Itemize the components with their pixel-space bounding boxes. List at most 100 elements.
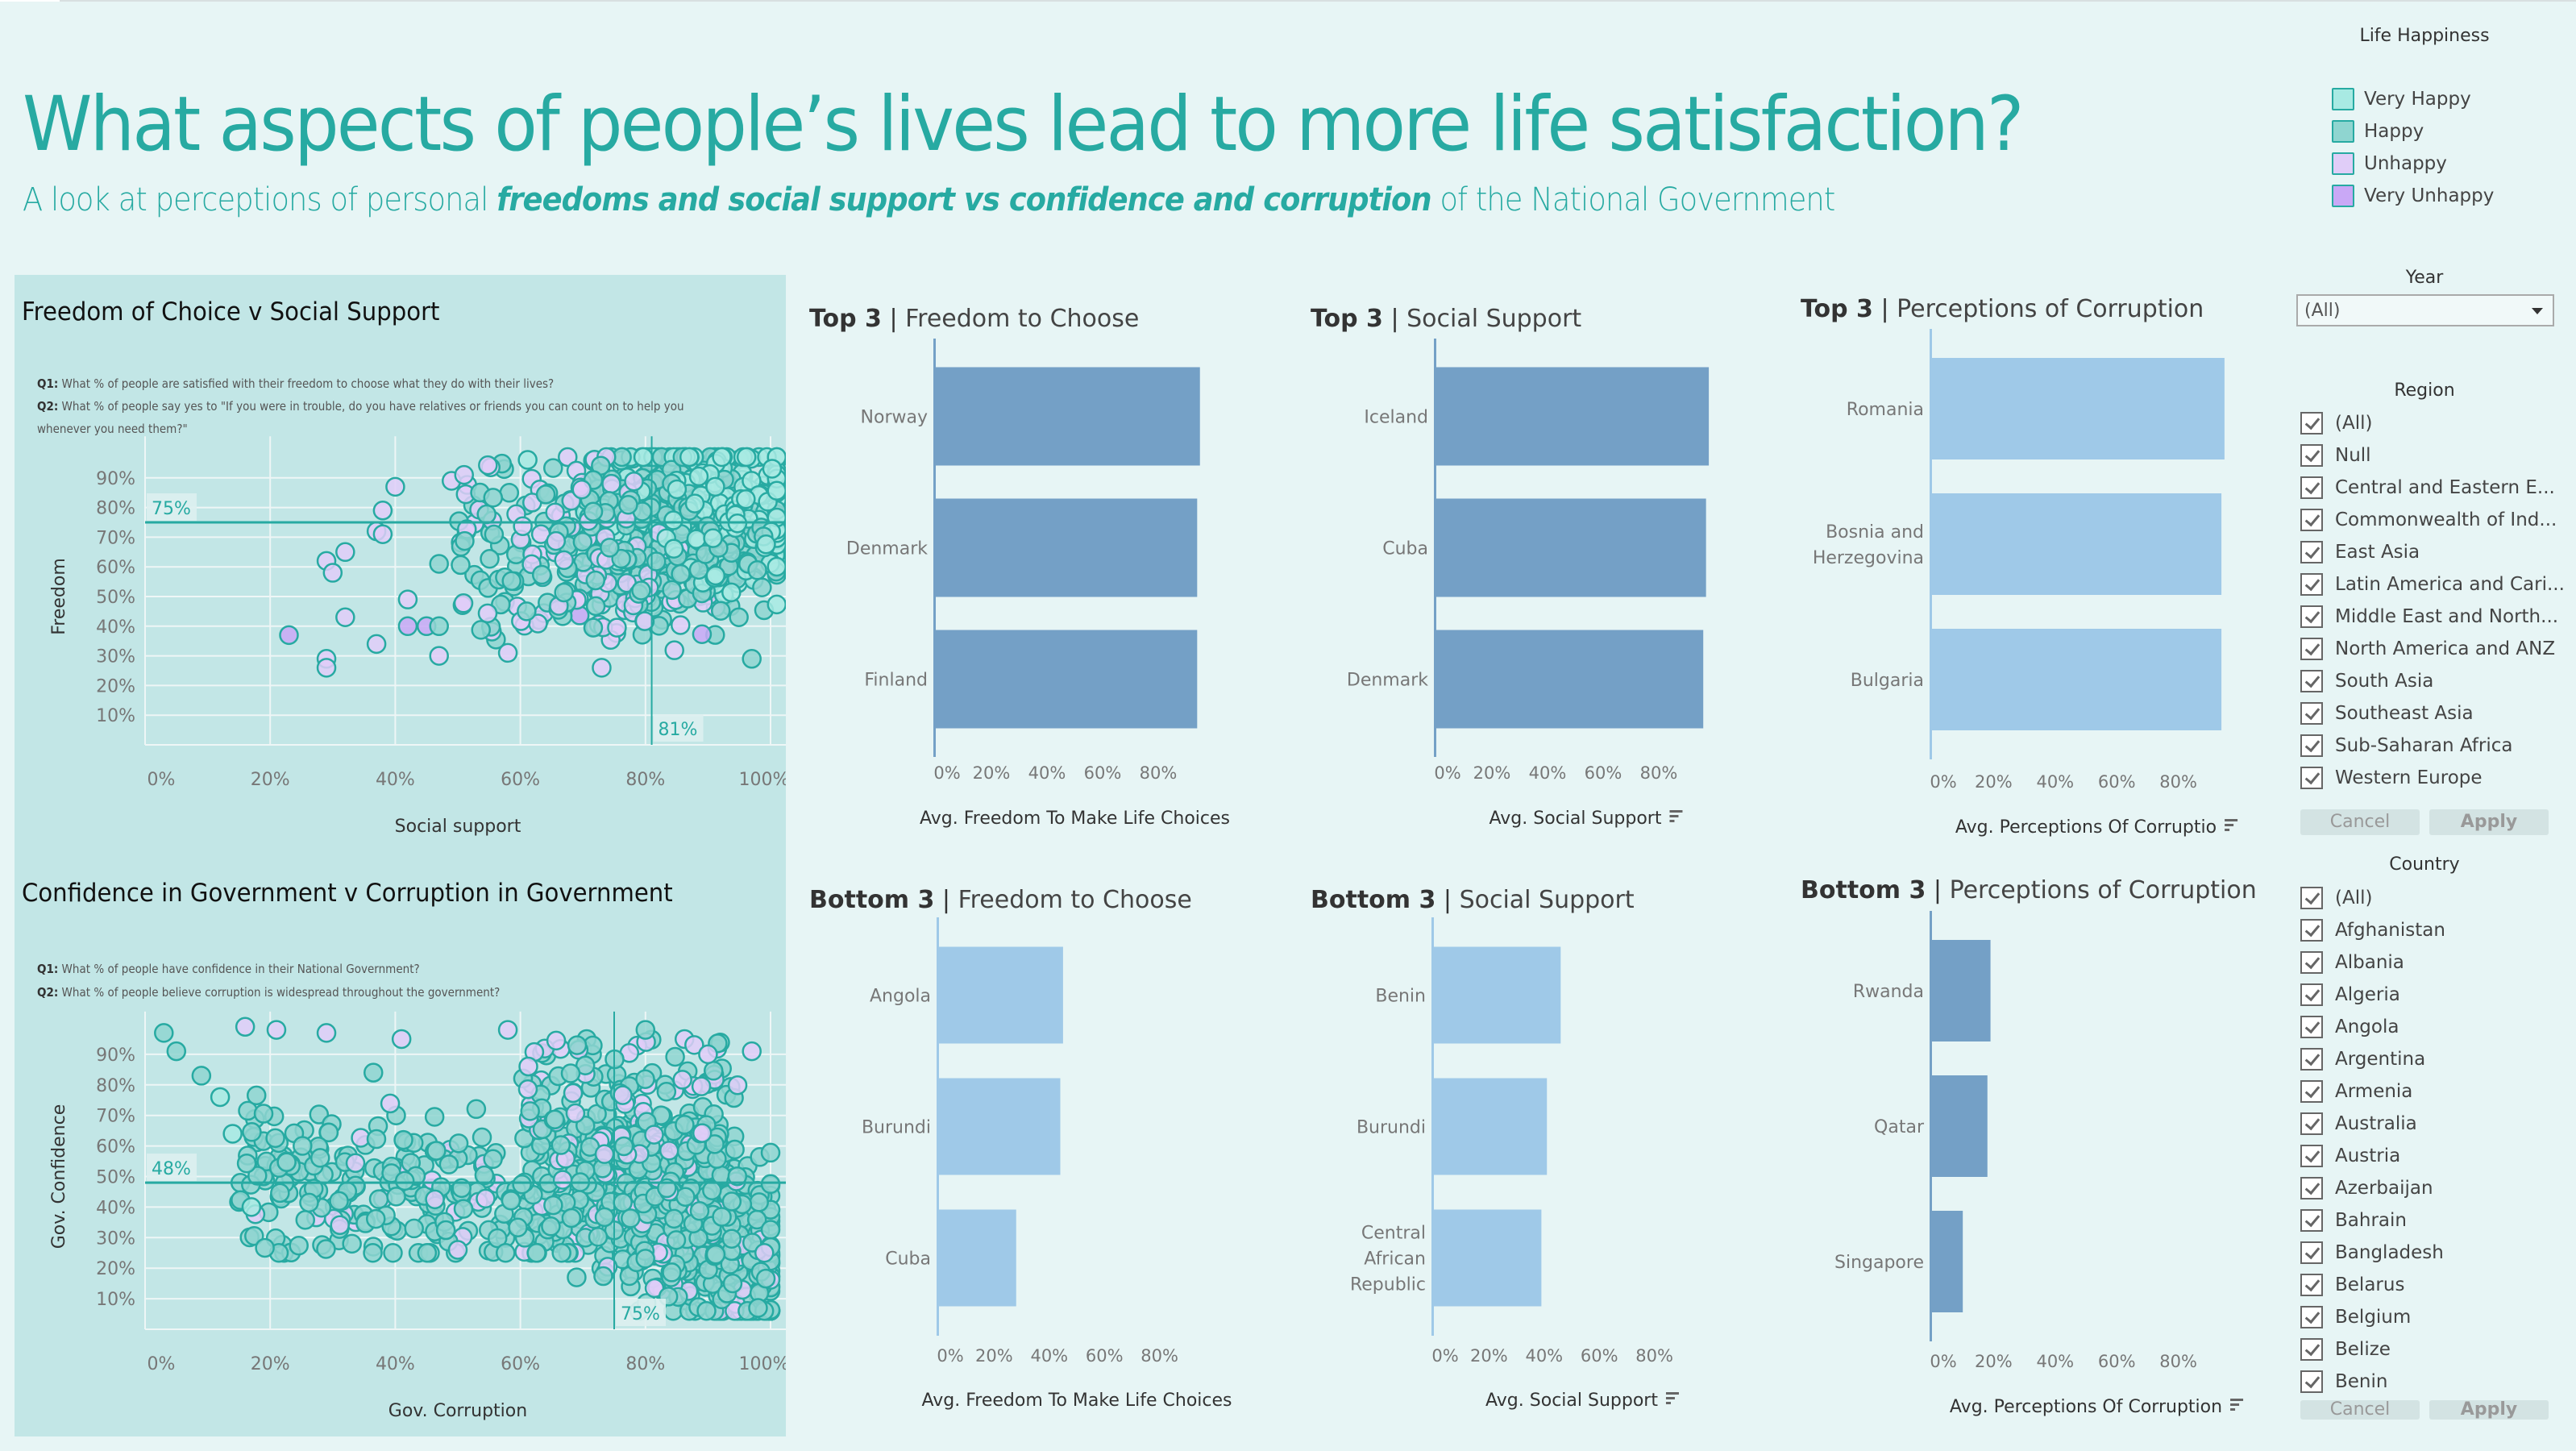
checkbox-checked-icon[interactable] <box>2300 670 2323 692</box>
checkbox-checked-icon[interactable] <box>2300 1306 2323 1328</box>
checkbox-checked-icon[interactable] <box>2300 605 2323 628</box>
legend-item-happy[interactable]: Happy <box>2332 119 2424 143</box>
region-checkbox-item[interactable]: Null <box>2300 443 2371 468</box>
checkbox-checked-icon[interactable] <box>2300 767 2323 789</box>
scatter-point <box>667 479 688 500</box>
country-cancel-button[interactable]: Cancel <box>2300 1400 2420 1420</box>
checkbox-checked-icon[interactable] <box>2300 919 2323 942</box>
bar-chart-top-freedom[interactable]: Norway Denmark Finland 0% 20% 40% 60% 80% Avg. F… <box>806 339 1290 838</box>
checkbox-checked-icon[interactable] <box>2300 1145 2323 1167</box>
x-tick-label: 40% <box>1529 763 1567 783</box>
region-checkbox-item[interactable]: (All) <box>2300 411 2372 435</box>
country-checkbox-item[interactable]: Algeria <box>2300 983 2400 1007</box>
scatter-chart-freedom-vs-social-support[interactable]: 10% 20% 30% 40% 50% 60% 70% 80% 90% 0% 20% 40% 60% 80… <box>15 436 786 855</box>
checkbox-checked-icon[interactable] <box>2300 1338 2323 1361</box>
checkbox-checked-icon[interactable] <box>2300 1177 2323 1199</box>
checkbox-checked-icon[interactable] <box>2300 1370 2323 1393</box>
scatter-point <box>372 501 393 521</box>
country-apply-button[interactable]: Apply <box>2429 1400 2549 1420</box>
region-checkbox-item[interactable]: Commonwealth of Ind... <box>2300 508 2557 532</box>
sort-descending-icon[interactable] <box>1669 810 1683 822</box>
bar-chart-bottom-social[interactable]: Benin Burundi Central African Republic 0% 20% 4… <box>1306 917 1789 1417</box>
y-axis-line <box>1930 329 1932 759</box>
scatter-point <box>621 1208 641 1229</box>
country-checkbox-item[interactable]: Bahrain <box>2300 1208 2407 1233</box>
y-axis-line <box>937 917 939 1336</box>
scatter-point <box>684 493 705 513</box>
region-checkbox-item[interactable]: Southeast Asia <box>2300 701 2474 726</box>
scatter-point <box>429 616 449 637</box>
checkbox-checked-icon[interactable] <box>2300 638 2323 660</box>
scatter-point <box>601 473 621 494</box>
scatter-point <box>517 450 538 470</box>
scatter-point <box>600 538 620 558</box>
country-checkbox-item[interactable]: Albania <box>2300 950 2404 975</box>
region-checkbox-item[interactable]: Latin America and Cari... <box>2300 572 2565 597</box>
country-checkbox-item[interactable]: Argentina <box>2300 1047 2425 1071</box>
checkbox-checked-icon[interactable] <box>2300 887 2323 909</box>
x-tick-label: 60% <box>2098 772 2136 792</box>
bar <box>936 498 1198 597</box>
region-checkbox-item[interactable]: Central and Eastern E... <box>2300 476 2555 500</box>
bar <box>939 946 1063 1044</box>
scatter-point <box>692 624 713 645</box>
bar-chart-top-corruption[interactable]: Romania Bosnia and Herzegovina Bulgaria 0% 20… <box>1789 329 2273 845</box>
region-checkbox-item[interactable]: Western Europe <box>2300 766 2483 790</box>
sort-descending-icon[interactable] <box>2225 819 2238 831</box>
checkbox-checked-icon[interactable] <box>2300 444 2323 467</box>
sort-descending-icon[interactable] <box>1665 1392 1679 1404</box>
country-checkbox-item[interactable]: Angola <box>2300 1015 2399 1039</box>
bar-chart-top-social[interactable]: Iceland Cuba Denmark 0% 20% 40% 60% 80% Avg. Soc… <box>1306 339 1789 838</box>
country-checkbox-item[interactable]: Belize <box>2300 1337 2391 1362</box>
checkbox-checked-icon[interactable] <box>2300 573 2323 596</box>
checkbox-checked-icon[interactable] <box>2300 1048 2323 1071</box>
checkbox-checked-icon[interactable] <box>2300 412 2323 434</box>
country-checkbox-item[interactable]: Afghanistan <box>2300 918 2445 942</box>
country-checkbox-item[interactable]: (All) <box>2300 886 2372 910</box>
country-checkbox-item[interactable]: Austria <box>2300 1144 2400 1168</box>
country-checkbox-item[interactable]: Bangladesh <box>2300 1241 2444 1265</box>
country-checkbox-item[interactable]: Armenia <box>2300 1079 2412 1104</box>
checkbox-checked-icon[interactable] <box>2300 702 2323 725</box>
country-checkbox-item[interactable]: Azerbaijan <box>2300 1176 2433 1200</box>
region-checkbox-item[interactable]: East Asia <box>2300 540 2420 564</box>
region-checkbox-label: Central and Eastern E... <box>2335 477 2555 498</box>
checkbox-checked-icon[interactable] <box>2300 1274 2323 1296</box>
region-cancel-button[interactable]: Cancel <box>2300 809 2420 835</box>
checkbox-checked-icon[interactable] <box>2300 1080 2323 1103</box>
country-checkbox-label: (All) <box>2335 888 2373 908</box>
region-checkbox-item[interactable]: Sub-Saharan Africa <box>2300 734 2512 758</box>
y-tick-label: 50% <box>96 588 135 608</box>
checkbox-checked-icon[interactable] <box>2300 951 2323 974</box>
checkbox-checked-icon[interactable] <box>2300 1241 2323 1264</box>
country-checkbox-item[interactable]: Australia <box>2300 1112 2417 1136</box>
checkbox-checked-icon[interactable] <box>2300 983 2323 1006</box>
scatter-chart-confidence-vs-corruption[interactable]: 10% 20% 30% 40% 50% 60% 70% 80% 90% 0% 20% 40% 60% 80… <box>15 1000 786 1436</box>
scatter-point <box>222 1124 243 1144</box>
bar-chart-bottom-corruption[interactable]: Rwanda Qatar Singapore 0% 20% 40% 60% 80% Avg. P… <box>1789 911 2273 1427</box>
legend-item-very-unhappy[interactable]: Very Unhappy <box>2332 184 2494 208</box>
scatter-point <box>330 1215 350 1236</box>
country-checkbox-item[interactable]: Belarus <box>2300 1273 2404 1297</box>
region-apply-button[interactable]: Apply <box>2429 809 2549 835</box>
region-checkbox-item[interactable]: North America and ANZ <box>2300 637 2555 661</box>
country-checkbox-item[interactable]: Benin <box>2300 1370 2387 1394</box>
legend-item-very-happy[interactable]: Very Happy <box>2332 87 2471 111</box>
checkbox-checked-icon[interactable] <box>2300 1016 2323 1038</box>
legend-item-unhappy[interactable]: Unhappy <box>2332 152 2447 176</box>
year-filter-title: Year <box>2405 268 2444 288</box>
checkbox-checked-icon[interactable] <box>2300 541 2323 563</box>
region-checkbox-label: Southeast Asia <box>2335 703 2474 724</box>
year-dropdown[interactable]: (All) <box>2296 294 2554 326</box>
checkbox-checked-icon[interactable] <box>2300 476 2323 499</box>
checkbox-checked-icon[interactable] <box>2300 734 2323 757</box>
checkbox-checked-icon[interactable] <box>2300 1209 2323 1232</box>
sort-descending-icon[interactable] <box>2230 1399 2244 1411</box>
region-checkbox-item[interactable]: Middle East and North... <box>2300 605 2558 629</box>
region-checkbox-item[interactable]: South Asia <box>2300 669 2433 693</box>
bar-chart-bottom-freedom[interactable]: Angola Burundi Cuba 0% 20% 40% 60% 80% Avg. Free… <box>806 917 1290 1417</box>
checkbox-checked-icon[interactable] <box>2300 509 2323 531</box>
country-checkbox-item[interactable]: Belgium <box>2300 1305 2411 1329</box>
y-axis-label: Gov. Confidence <box>49 1104 69 1249</box>
checkbox-checked-icon[interactable] <box>2300 1112 2323 1135</box>
